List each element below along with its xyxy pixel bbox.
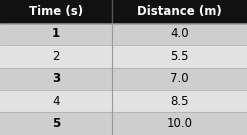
Bar — [0, 23, 247, 45]
Bar — [0, 68, 247, 90]
Text: 2: 2 — [52, 50, 60, 63]
Text: 4: 4 — [52, 95, 60, 108]
Text: 3: 3 — [52, 72, 60, 85]
Text: 4.0: 4.0 — [170, 27, 189, 40]
Bar — [0, 112, 247, 135]
Text: Distance (m): Distance (m) — [137, 5, 222, 18]
Text: 7.0: 7.0 — [170, 72, 189, 85]
Bar — [0, 90, 247, 112]
Text: Time (s): Time (s) — [29, 5, 83, 18]
Text: 5.5: 5.5 — [170, 50, 189, 63]
Text: 5: 5 — [52, 117, 60, 130]
Text: 10.0: 10.0 — [167, 117, 193, 130]
Bar — [0, 0, 247, 23]
Text: 1: 1 — [52, 27, 60, 40]
Text: 8.5: 8.5 — [170, 95, 189, 108]
Bar — [0, 45, 247, 68]
